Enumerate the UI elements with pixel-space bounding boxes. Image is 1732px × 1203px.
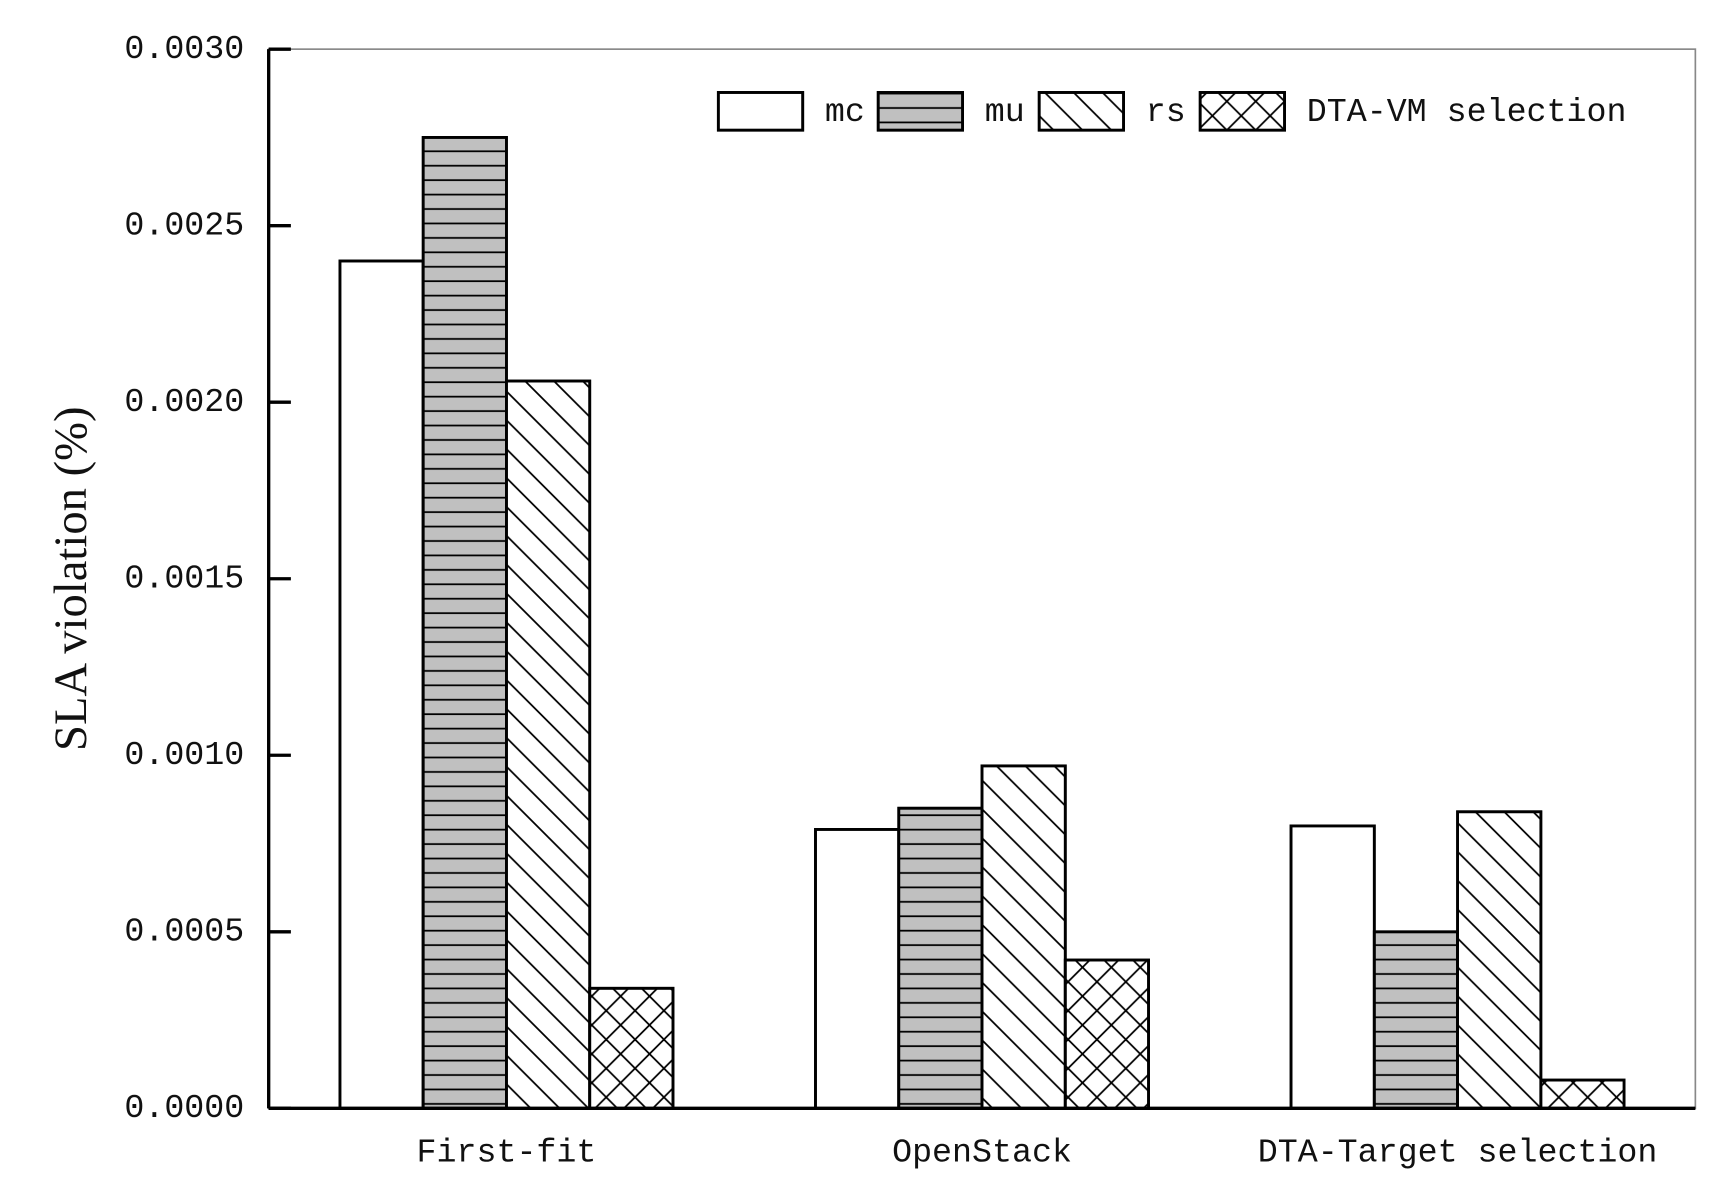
y-tick-label: 0.0000 xyxy=(124,1089,244,1127)
bar-overlay xyxy=(1063,958,1150,1110)
x-tick-label: First-fit xyxy=(417,1134,597,1172)
bar xyxy=(421,136,508,1110)
y-axis-label: SLA violation (%) xyxy=(45,406,97,750)
y-tick-label: 0.0015 xyxy=(124,560,244,598)
legend-swatch-pattern xyxy=(1037,91,1125,132)
y-tick-label: 0.0010 xyxy=(124,736,244,774)
legend-label: rs xyxy=(1146,93,1186,131)
bar xyxy=(980,764,1067,1110)
bar xyxy=(338,259,425,1110)
bar-overlay xyxy=(421,136,508,1110)
y-tick-label: 0.0025 xyxy=(124,206,244,244)
legend-swatch xyxy=(716,91,805,132)
y-tick-label: 0.0020 xyxy=(124,383,244,421)
bar-fill xyxy=(338,259,425,1110)
legend-swatch-pattern xyxy=(716,91,805,132)
bar-fill xyxy=(1289,824,1376,1110)
bar-overlay xyxy=(588,986,675,1110)
bar xyxy=(897,806,984,1110)
legend-swatch-pattern xyxy=(1198,91,1286,132)
bar-overlay xyxy=(1539,1078,1626,1110)
legend-label: mu xyxy=(985,93,1025,131)
bar xyxy=(1289,824,1376,1110)
legend-label: mc xyxy=(825,93,865,131)
y-tick-label: 0.0030 xyxy=(124,30,244,68)
bar xyxy=(1372,930,1459,1110)
bar xyxy=(1456,810,1543,1110)
bar xyxy=(1063,958,1150,1110)
bar xyxy=(588,986,675,1110)
bar xyxy=(1539,1078,1626,1110)
bar-overlay xyxy=(1372,930,1459,1110)
bar xyxy=(505,379,592,1110)
bar-overlay xyxy=(1456,810,1543,1110)
bar-overlay xyxy=(897,806,984,1110)
x-tick-label: DTA-Target selection xyxy=(1258,1134,1658,1172)
legend-label: DTA-VM selection xyxy=(1307,93,1627,131)
bar xyxy=(814,828,901,1110)
bar-overlay xyxy=(505,379,592,1110)
x-tick-label: OpenStack xyxy=(892,1134,1072,1172)
y-tick-label: 0.0005 xyxy=(124,913,244,951)
legend-swatch-pattern xyxy=(876,91,964,132)
bar-fill xyxy=(814,828,901,1110)
bar-overlay xyxy=(980,764,1067,1110)
